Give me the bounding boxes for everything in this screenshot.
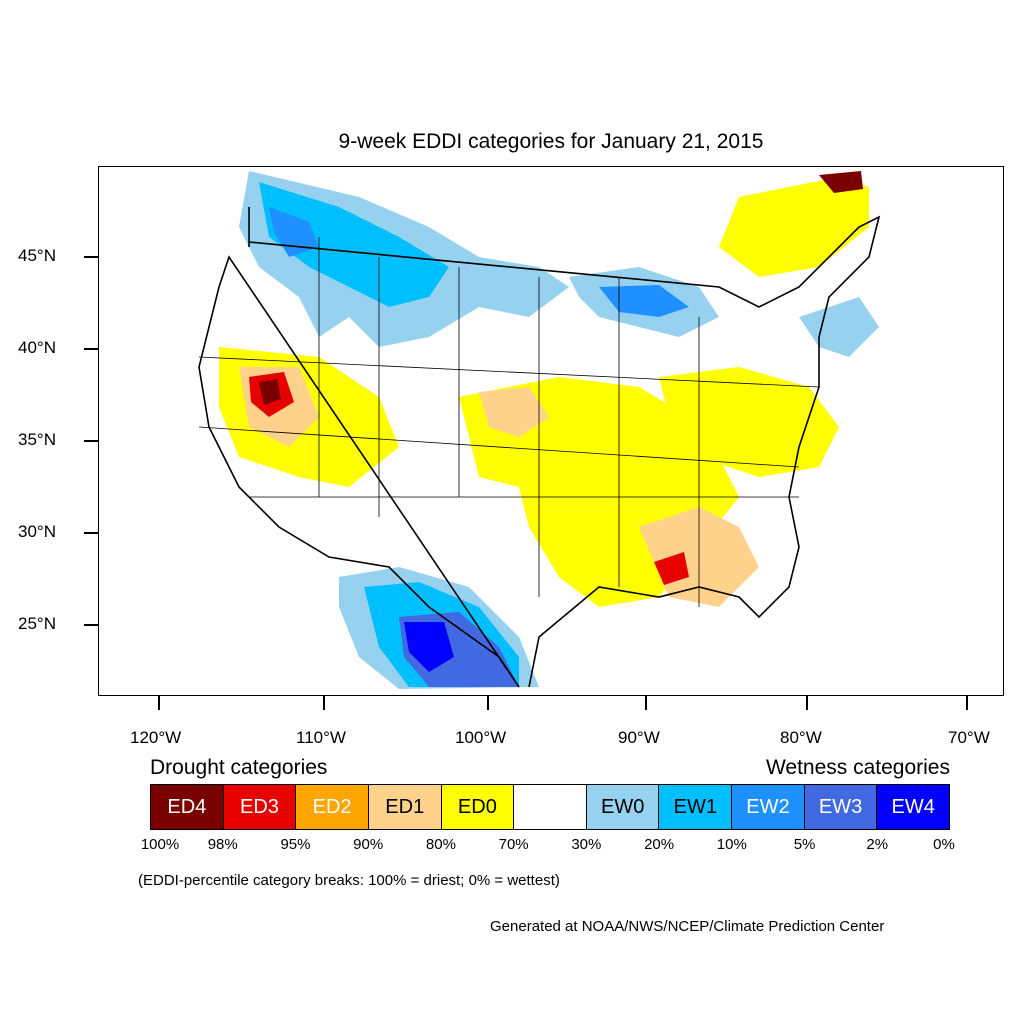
- legend-cell-ew1: EW1: [659, 785, 733, 829]
- category-breaks-note: (EDDI-percentile category breaks: 100% =…: [138, 872, 560, 889]
- legend-cell-ed3: ED3: [223, 785, 297, 829]
- dry-region-ohio-valley: [659, 367, 839, 477]
- dry-region-plains-ed1: [479, 387, 549, 437]
- lat-tick-30: [84, 532, 98, 534]
- lon-tick-110: [323, 696, 325, 710]
- percentile-break-label: 95%: [280, 836, 311, 853]
- lon-label-120: 120°W: [130, 728, 182, 747]
- percentile-break-label: 2%: [866, 836, 889, 853]
- drought-categories-heading: Drought categories: [150, 756, 328, 779]
- lon-tick-90: [645, 696, 647, 710]
- eddi-map: [198, 171, 881, 689]
- map-frame: [98, 166, 1004, 696]
- legend-cell-ed4: ED4: [151, 785, 224, 829]
- percentile-break-label: 100%: [140, 836, 180, 853]
- lat-tick-25: [84, 624, 98, 626]
- dry-region-nevada-ed4: [259, 379, 281, 405]
- legend-cell-ew3: EW3: [804, 785, 878, 829]
- percentile-break-label: 5%: [793, 836, 816, 853]
- percentile-break-label: 70%: [498, 836, 529, 853]
- percentile-break-label: 80%: [425, 836, 456, 853]
- legend-cell-neutral: [514, 785, 587, 829]
- map-title: 9-week EDDI categories for January 21, 2…: [338, 130, 764, 153]
- lon-tick-120: [158, 696, 160, 710]
- wetness-categories-heading: Wetness categories: [765, 756, 950, 779]
- dry-region-maine-ed4: [819, 171, 863, 193]
- dry-region-northeast: [719, 177, 869, 277]
- category-legend: ED4 ED3 ED2 ED1 ED0 EW0 EW1 EW2 EW3 EW4: [150, 784, 950, 830]
- lon-tick-100: [487, 696, 489, 710]
- credit-line: Generated at NOAA/NWS/NCEP/Climate Predi…: [490, 918, 885, 935]
- lon-label-70: 70°W: [948, 728, 990, 747]
- lon-label-90: 90°W: [618, 728, 660, 747]
- lat-tick-40: [84, 348, 98, 350]
- wet-region-lake-superior: [599, 285, 689, 317]
- dry-region-southeast-ed3: [654, 552, 689, 585]
- legend-cell-ed0: ED0: [441, 785, 515, 829]
- legend-cell-ew4: EW4: [877, 785, 950, 829]
- lat-tick-45: [84, 256, 98, 258]
- wet-region-texas-ew4: [404, 622, 454, 672]
- lat-label-30: 30°N: [18, 522, 56, 541]
- percentile-break-label: 0%: [933, 836, 955, 853]
- lat-label-35: 35°N: [18, 430, 56, 449]
- lat-label-25: 25°N: [18, 614, 56, 633]
- legend-cell-ew2: EW2: [732, 785, 805, 829]
- wet-region-new-england: [799, 297, 879, 357]
- wet-region-northwest-ew1: [259, 182, 449, 307]
- percentile-break-label: 10%: [716, 836, 747, 853]
- legend-cell-ew0: EW0: [586, 785, 660, 829]
- lat-tick-35: [84, 440, 98, 442]
- percentile-break-label: 30%: [571, 836, 602, 853]
- legend-cell-ed2: ED2: [296, 785, 369, 829]
- state-borders: [198, 237, 820, 607]
- lon-tick-70: [966, 696, 968, 710]
- percentile-break-label: 90%: [353, 836, 384, 853]
- lon-tick-80: [806, 696, 808, 710]
- lon-label-110: 110°W: [296, 728, 346, 747]
- percentile-break-label: 20%: [644, 836, 675, 853]
- percentile-break-label: 98%: [207, 836, 238, 853]
- lat-label-45: 45°N: [18, 246, 56, 265]
- lon-label-80: 80°W: [780, 728, 822, 747]
- legend-cell-ed1: ED1: [368, 785, 442, 829]
- lat-label-40: 40°N: [18, 338, 56, 357]
- lon-label-100: 100°W: [455, 728, 507, 747]
